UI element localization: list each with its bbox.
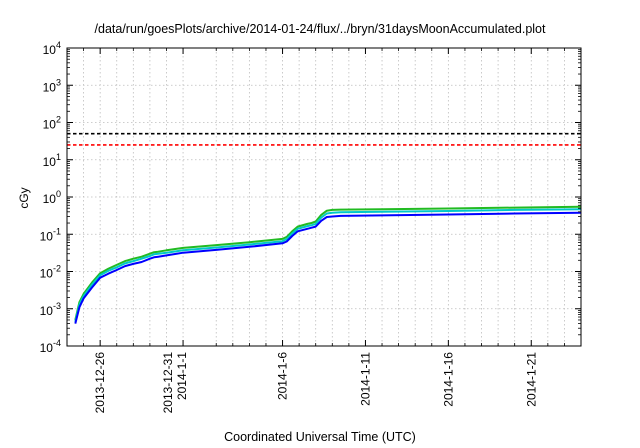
chart-title: /data/run/goesPlots/archive/2014-01-24/f… — [94, 22, 546, 36]
x-tick-label: 2014-1-6 — [276, 352, 290, 400]
reference-lines — [67, 132, 581, 146]
series-line-3 — [74, 211, 582, 324]
series-lines — [74, 205, 582, 324]
grid — [67, 48, 581, 346]
y-tick-label: 10-3 — [40, 301, 61, 318]
y-tick-label: 104 — [43, 40, 61, 57]
y-tick-label: 10-1 — [40, 226, 61, 243]
y-tick-exponent: -4 — [53, 338, 61, 348]
x-tick-label: 2013-12-26 — [93, 352, 107, 414]
x-axis-label: Coordinated Universal Time (UTC) — [224, 430, 416, 444]
y-tick-mantissa: 10 — [40, 267, 54, 281]
y-tick-mantissa: 10 — [43, 118, 57, 132]
plot-frame — [66, 47, 582, 347]
y-tick-label: 103 — [43, 77, 61, 94]
y-tick-exponent: 4 — [56, 40, 61, 50]
y-tick-label: 101 — [43, 152, 61, 169]
y-tick-mantissa: 10 — [40, 341, 54, 355]
y-tick-exponent: 1 — [56, 152, 61, 162]
y-tick-exponent: 0 — [56, 189, 61, 199]
series-line-1 — [74, 205, 582, 321]
y-tick-mantissa: 10 — [40, 304, 54, 318]
y-tick-exponent: 3 — [56, 77, 61, 87]
y-tick-mantissa: 10 — [43, 43, 57, 57]
series-line-2 — [74, 208, 582, 322]
y-tick-exponent: -3 — [53, 301, 61, 311]
y-tick-mantissa: 10 — [43, 80, 57, 94]
y-tick-exponent: -2 — [53, 264, 61, 274]
x-tick-label: 2014-1-16 — [441, 352, 455, 407]
y-tick-label: 102 — [43, 115, 61, 132]
y-tick-label: 10-4 — [40, 338, 61, 355]
y-tick-exponent: -1 — [53, 226, 61, 236]
y-tick-label: 100 — [43, 189, 61, 206]
x-tick-label: 2014-1-21 — [524, 352, 538, 407]
y-tick-mantissa: 10 — [43, 155, 57, 169]
x-tick-label: 2014-1-1 — [175, 352, 189, 400]
y-tick-label: 10-2 — [40, 264, 61, 281]
y-tick-mantissa: 10 — [43, 192, 57, 206]
x-tick-labels: 2013-12-26 2013-12-31 2014-1-1 2014-1-6 2014… — [93, 352, 538, 414]
x-tick-label: 2014-1-11 — [358, 352, 372, 406]
x-tick-label: 2013-12-31 — [161, 352, 175, 414]
y-tick-mantissa: 10 — [40, 229, 54, 243]
y-tick-exponent: 2 — [56, 115, 61, 125]
